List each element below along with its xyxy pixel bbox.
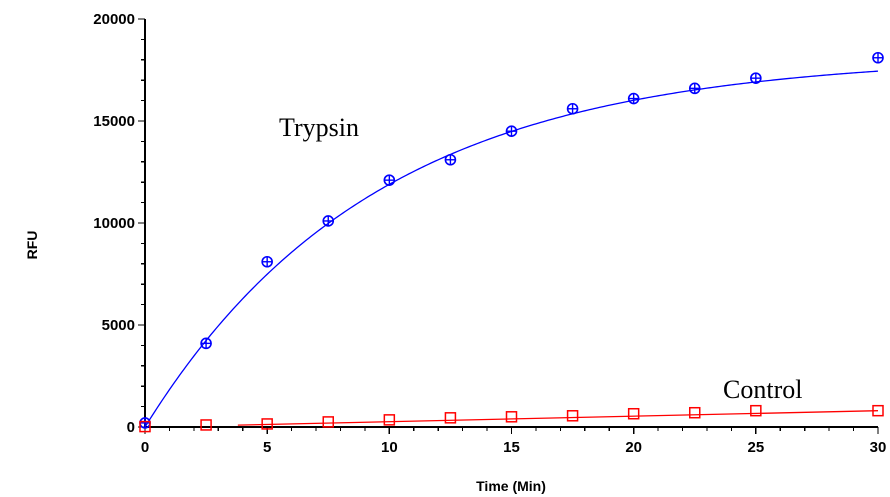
- x-axis-title: Time (Min): [476, 478, 546, 494]
- data-point-trypsin: [872, 51, 884, 64]
- data-point-trypsin: [444, 153, 457, 166]
- label-layer: Trypsin Control Time (Min) RFU: [24, 113, 802, 494]
- data-point-control: [444, 412, 457, 424]
- x-tick-label: 5: [263, 439, 271, 456]
- data-point-trypsin: [261, 255, 273, 268]
- data-point-control: [322, 416, 334, 428]
- data-point-control: [139, 420, 151, 433]
- y-tick-label: 10000: [93, 215, 135, 232]
- annotation-trypsin: Trypsin: [279, 113, 359, 142]
- x-tick-label: 15: [503, 439, 520, 456]
- data-point-trypsin: [566, 102, 579, 115]
- data-point-control: [627, 407, 640, 420]
- data-point-trypsin: [505, 125, 518, 137]
- data-point-trypsin: [139, 417, 151, 429]
- data-point-trypsin: [383, 174, 396, 186]
- fit-line-series-0: [144, 70, 879, 428]
- data-point-control: [566, 410, 579, 422]
- data-point-control: [261, 418, 273, 430]
- marker-layer: [139, 51, 884, 433]
- data-point-control: [750, 404, 762, 417]
- data-point-trypsin: [750, 72, 762, 84]
- data-point-control: [872, 404, 884, 417]
- y-tick-label: 5000: [102, 317, 135, 334]
- fit-line-series-1: [237, 410, 879, 426]
- data-point-control: [689, 406, 701, 419]
- data-point-trypsin: [200, 337, 212, 350]
- data-point-trypsin: [688, 82, 701, 95]
- annotation-control: Control: [723, 375, 802, 404]
- y-tick-label: 15000: [93, 113, 135, 130]
- data-point-trypsin: [322, 215, 335, 227]
- x-tick-label: 30: [870, 439, 887, 456]
- data-point-trypsin: [627, 92, 640, 105]
- data-point-control: [505, 411, 518, 423]
- x-tick-label: 25: [747, 439, 764, 456]
- data-point-control: [200, 419, 212, 431]
- y-tick-label: 0: [127, 419, 135, 436]
- x-tick-label: 20: [625, 439, 642, 456]
- y-tick-label: 20000: [93, 11, 135, 28]
- data-point-control: [383, 414, 396, 426]
- x-tick-label: 10: [381, 439, 398, 456]
- fit-layer: [144, 70, 879, 428]
- x-tick-label: 0: [141, 439, 149, 456]
- axes-layer: 0 5000 10000 15000 20000 0 5 10 15 20 25 30: [93, 11, 886, 456]
- y-axis-title: RFU: [24, 231, 40, 260]
